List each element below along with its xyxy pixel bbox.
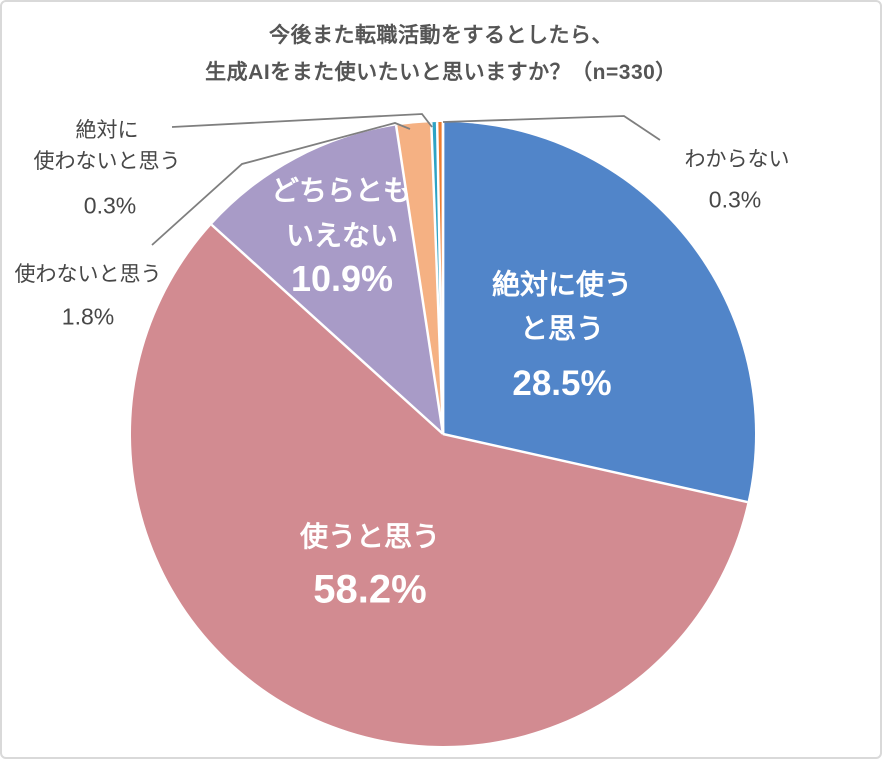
inside-label-definitely-use-pct: 28.5% bbox=[512, 364, 612, 403]
slice-separators bbox=[210, 122, 748, 504]
slice-separator bbox=[394, 125, 445, 435]
pie-slice-neutral bbox=[211, 125, 443, 435]
leader-line-definitely-wont-use bbox=[171, 113, 433, 128]
pie-slice-definitely-use bbox=[443, 122, 755, 503]
chart-title-line2: 生成AIをまた使いたいと思いますか？（n=330） bbox=[205, 61, 677, 84]
chart-title: 今後また転職活動をするとしたら、 生成AIをまた使いたいと思いますか？（n=33… bbox=[2, 17, 880, 91]
outside-label-definitely-wont-use-line2: 使わないと思う bbox=[33, 150, 181, 173]
chart-title-line1: 今後また転職活動をするとしたら、 bbox=[269, 24, 613, 47]
pie-slices bbox=[130, 122, 755, 747]
inside-label-neutral-line2: いえない bbox=[285, 220, 399, 251]
inside-label-neutral-line1: どちらとも bbox=[270, 175, 412, 206]
outside-label-definitely-wont-use-pct: 0.3% bbox=[83, 192, 137, 219]
inside-label-neutral-pct: 10.9% bbox=[290, 258, 394, 299]
inside-label-definitely-use-line2: と思う bbox=[519, 313, 605, 344]
slice-separator bbox=[442, 432, 748, 504]
pie-slice-will-use bbox=[130, 224, 748, 747]
leader-line-wont-use bbox=[151, 122, 411, 246]
leader-line-dont-know bbox=[442, 115, 661, 141]
inside-label-will-use-pct: 58.2% bbox=[313, 567, 427, 612]
inside-label-definitely-use-line1: 絶対に使う bbox=[491, 269, 633, 300]
inside-label-will-use-line1: 使うと思う bbox=[299, 521, 441, 552]
outside-label-wont-use-line1: 使わないと思う bbox=[14, 263, 162, 286]
leader-lines bbox=[151, 113, 661, 246]
outside-label-dont-know-pct: 0.3% bbox=[708, 186, 762, 213]
outside-label-dont-know-line1: わからない bbox=[684, 148, 790, 171]
outside-label-wont-use-pct: 1.8% bbox=[61, 303, 115, 330]
slice-separator bbox=[210, 223, 444, 435]
outside-label-definitely-wont-use-line1: 絶対に bbox=[75, 119, 139, 142]
